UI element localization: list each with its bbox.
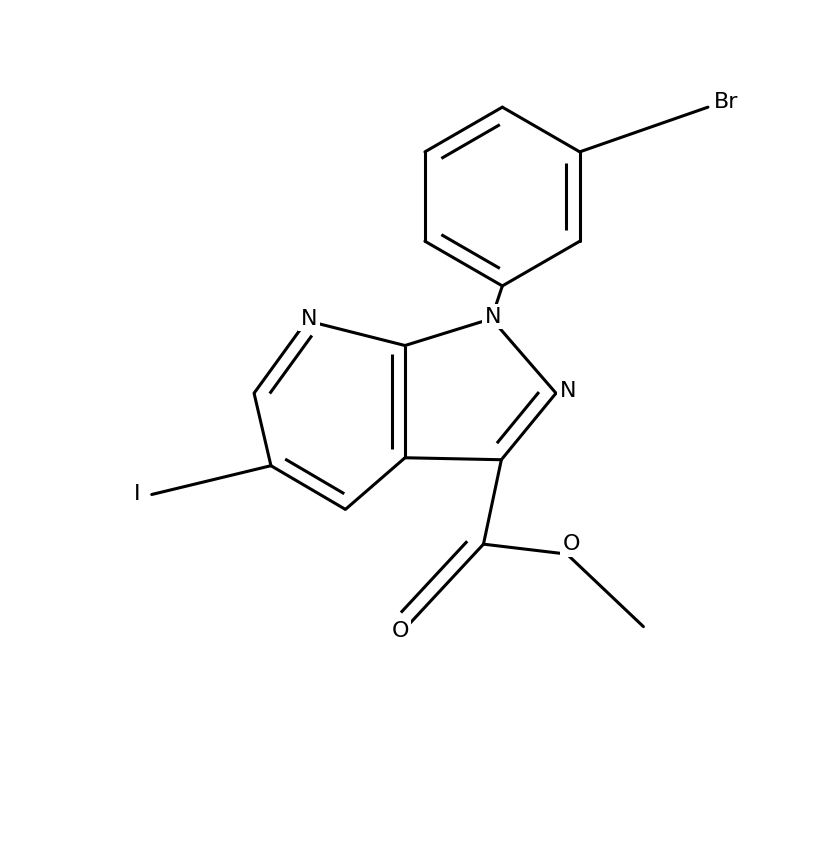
Text: N: N <box>486 306 502 327</box>
Text: Br: Br <box>713 92 738 112</box>
Text: O: O <box>563 534 581 554</box>
Text: N: N <box>560 381 576 401</box>
Text: I: I <box>134 484 140 504</box>
Text: O: O <box>392 621 409 641</box>
Text: N: N <box>300 309 317 328</box>
